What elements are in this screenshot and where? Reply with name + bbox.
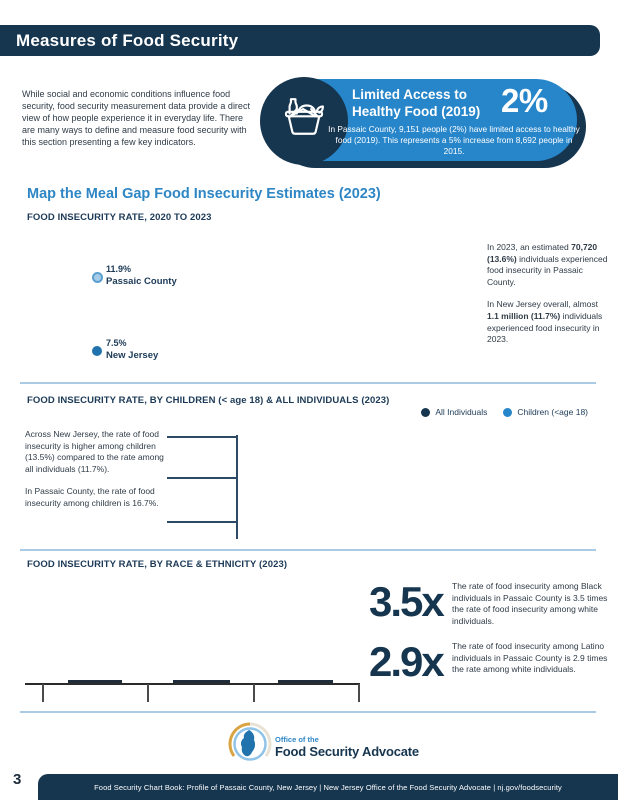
bar-baseline-segment (173, 680, 230, 683)
page-header-banner: Measures of Food Security (0, 25, 600, 56)
chart-gridline (167, 436, 237, 438)
meal-gap-notes: In 2023, an estimated 70,720 (13.6%) ind… (487, 242, 610, 357)
badge-stat-value: 2% (501, 82, 548, 119)
badge-title: Limited Access to Healthy Food (2019) (352, 87, 480, 120)
chart-gridline (167, 521, 237, 523)
chart-heading-race-ethnicity: FOOD INSECURITY RATE, BY RACE & ETHNICIT… (27, 559, 288, 570)
axis-tick (358, 684, 360, 702)
children-note-1: Across New Jersey, the rate of food inse… (25, 429, 164, 474)
children-section-notes: Across New Jersey, the rate of food inse… (25, 429, 167, 521)
nj-state-emblem-icon (228, 722, 272, 771)
axis-tick (253, 684, 255, 702)
badge-title-line1: Limited Access to (352, 87, 468, 102)
passaic-county-data-point (92, 272, 103, 283)
chart-heading-rate-2020-2023: FOOD INSECURITY RATE, 2020 TO 2023 (27, 212, 212, 223)
chart-legend: All Individuals Children (<age 18) (421, 407, 588, 417)
axis-tick (42, 684, 44, 702)
grocery-basket-icon (277, 92, 331, 151)
page-title: Measures of Food Security (16, 30, 239, 50)
children-note-2: In Passaic County, the rate of food inse… (25, 486, 159, 508)
badge-icon-circle (260, 77, 348, 165)
legend-label: Children (<age 18) (517, 407, 588, 417)
badge-title-line2: Healthy Food (2019) (352, 103, 481, 119)
meal-gap-note-1: In 2023, an estimated 70,720 (13.6%) ind… (487, 242, 608, 287)
page-number: 3 (13, 771, 22, 788)
passaic-county-value: 11.9% (106, 264, 132, 274)
section-title-meal-gap: Map the Meal Gap Food Insecurity Estimat… (27, 186, 381, 202)
new-jersey-data-point (92, 346, 102, 356)
logo-line2: Food Security Advocate (275, 743, 419, 759)
legend-item-all-individuals: All Individuals (421, 407, 487, 417)
footer-text: Food Security Chart Book: Profile of Pas… (94, 782, 562, 792)
passaic-county-label: Passaic County (106, 276, 177, 287)
badge-description: In Passaic County, 9,151 people (2%) hav… (328, 124, 580, 156)
limited-access-badge: Limited Access to Healthy Food (2019) 2%… (258, 76, 590, 172)
bar-baseline-segment (68, 680, 122, 683)
children-dot-icon (503, 407, 513, 417)
chart-heading-children: FOOD INSECURITY RATE, BY CHILDREN (< age… (27, 395, 390, 406)
footer-banner: Food Security Chart Book: Profile of Pas… (38, 774, 618, 800)
office-food-security-advocate-logo: Office of the Food Security Advocate (228, 722, 419, 771)
bar-baseline-segment (278, 680, 333, 683)
stat-black-multiplier: 3.5x (369, 578, 445, 625)
stat-latino-multiplier: 2.9x (369, 638, 445, 685)
chart-gridline (167, 477, 237, 479)
chart-axis-line (236, 435, 238, 539)
chart-baseline-axis (25, 683, 360, 685)
legend-item-children: Children (<age 18) (503, 407, 588, 417)
legend-label: All Individuals (435, 407, 488, 417)
logo-line1: Office of the (275, 734, 319, 744)
section-divider (20, 549, 596, 551)
intro-paragraph: While social and economic conditions inf… (22, 89, 250, 147)
new-jersey-label: New Jersey (106, 350, 159, 361)
new-jersey-value: 7.5% (106, 338, 127, 348)
logo-wordmark: Office of the Food Security Advocate (275, 735, 419, 759)
axis-tick (147, 684, 149, 702)
stat-black-description: The rate of food insecurity among Black … (452, 581, 608, 626)
all-individuals-dot-icon (421, 407, 431, 417)
section-divider (20, 711, 596, 713)
meal-gap-note-2: In New Jersey overall, almost 1.1 millio… (487, 299, 603, 345)
section-divider (20, 382, 596, 384)
stat-latino-description: The rate of food insecurity among Latino… (452, 641, 608, 674)
